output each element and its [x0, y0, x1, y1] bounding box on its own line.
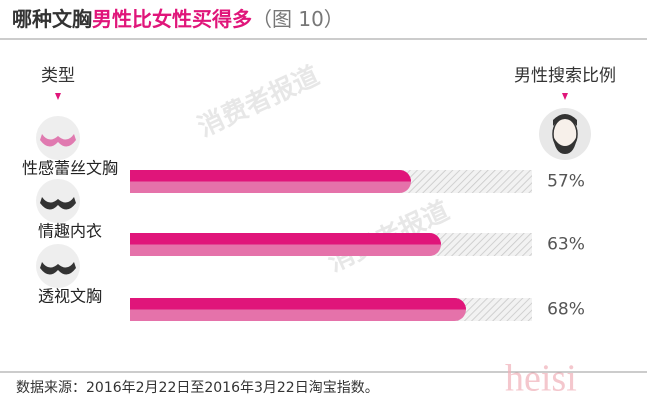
watermark: heisi — [505, 358, 577, 400]
marker — [562, 93, 568, 100]
category-label: 情趣内衣 — [38, 222, 102, 241]
title-highlight: 男性比女性买得多 — [92, 7, 252, 31]
marker — [55, 93, 61, 100]
bar-highlight — [130, 170, 411, 182]
category-header: 类型 — [41, 66, 75, 86]
value-label: 68% — [547, 300, 585, 320]
title-main: 哪种文胸 — [12, 7, 92, 31]
figure-label: （图 10） — [252, 7, 344, 31]
item-icon — [40, 197, 76, 210]
value-label: 63% — [547, 235, 585, 255]
category-label: 性感蕾丝文胸 — [22, 159, 118, 178]
item-icon — [40, 134, 76, 147]
source: 数据来源：2016年2月22日至2016年3月22日淘宝指数。 — [16, 380, 379, 396]
value-header: 男性搜索比例 — [514, 66, 616, 86]
man-icon — [539, 108, 591, 160]
category-label: 透视文胸 — [38, 287, 102, 306]
watermark: 消费者报道 — [193, 60, 324, 143]
item-icon — [40, 262, 76, 275]
bar-highlight — [130, 233, 442, 245]
chart-title: 哪种文胸男性比女性买得多（图 10） — [12, 7, 344, 31]
value-label: 57% — [547, 172, 585, 192]
bar-highlight — [130, 298, 466, 310]
